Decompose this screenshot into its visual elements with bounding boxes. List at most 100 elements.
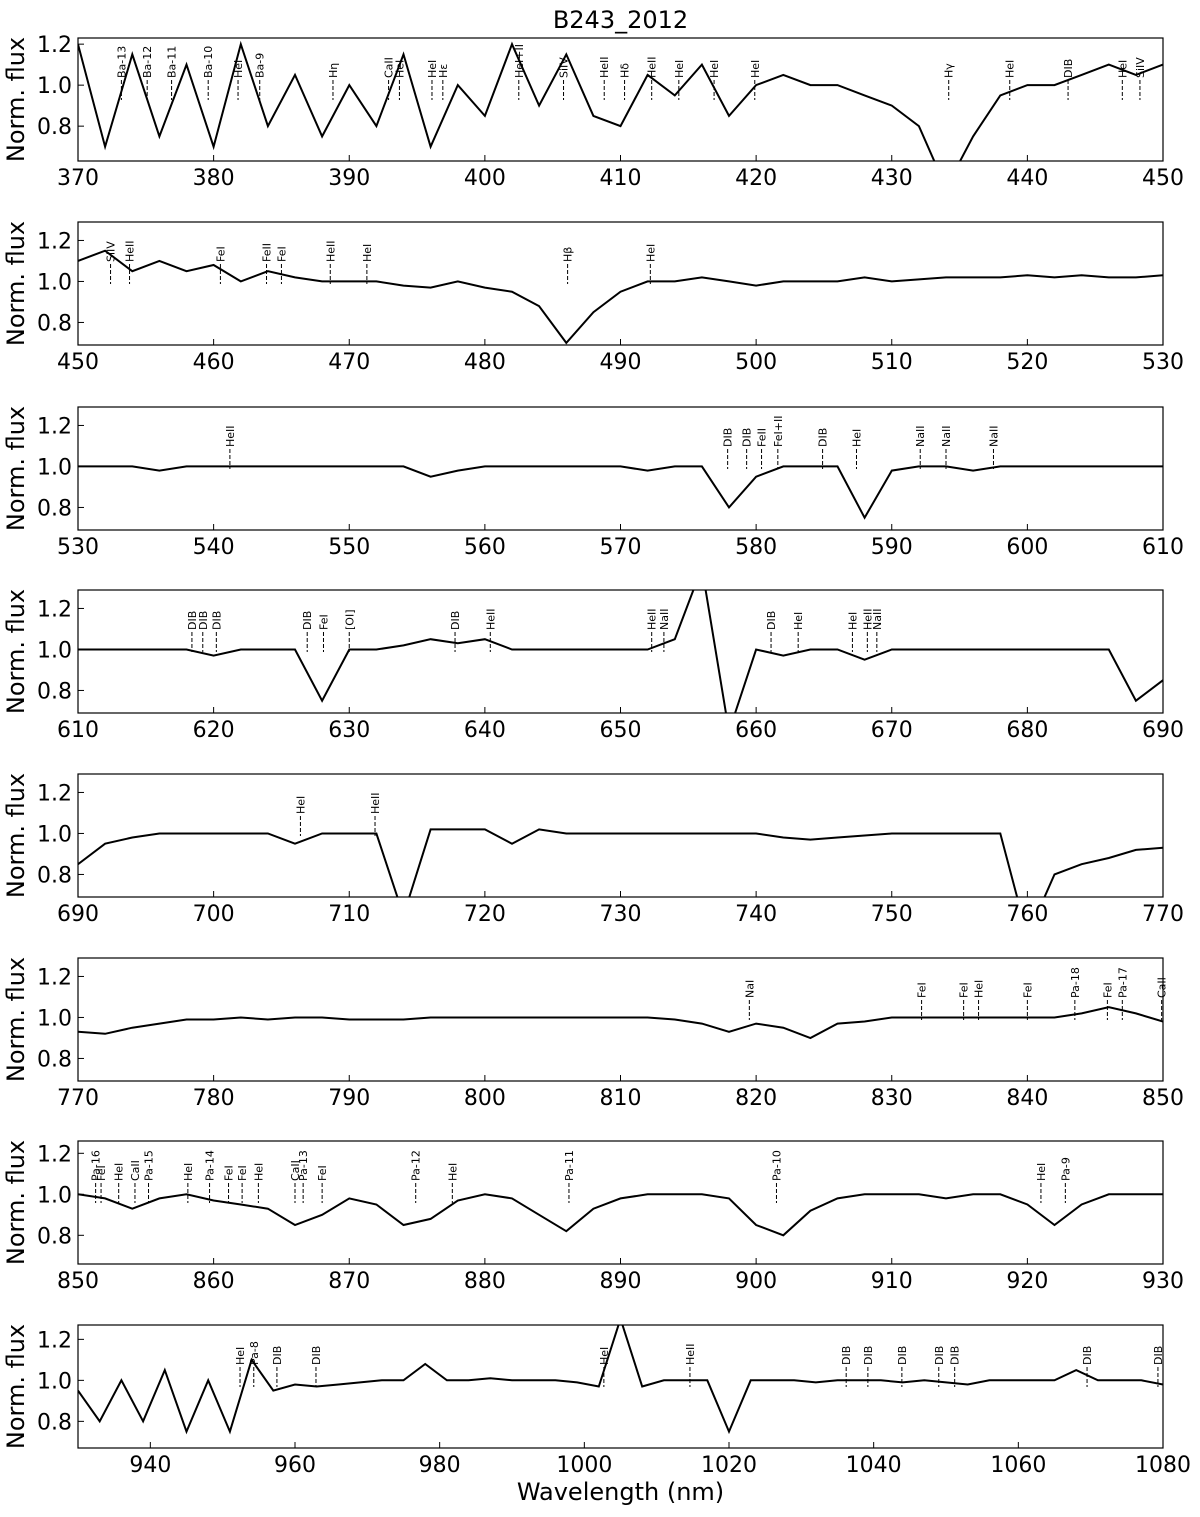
- line-label: HeII: [861, 608, 874, 630]
- line-label: HeI: [846, 612, 859, 630]
- x-tick-label: 810: [600, 1086, 642, 1111]
- line-label: FeI: [1101, 982, 1114, 998]
- line-label: HeI+II: [513, 44, 526, 78]
- line-label: FeI: [317, 614, 330, 630]
- x-tick-label: 490: [600, 350, 642, 375]
- x-tick-label: 840: [1006, 1086, 1048, 1111]
- x-tick-label: 900: [735, 1269, 777, 1294]
- x-tick-label: 420: [735, 166, 777, 191]
- x-tick-label: 500: [735, 350, 777, 375]
- x-tick-label: 1020: [701, 1453, 757, 1478]
- x-tick-label: 890: [600, 1269, 642, 1294]
- y-tick-label: 1.2: [37, 781, 72, 806]
- line-label: HeI: [792, 612, 805, 630]
- line-label: CaII: [129, 1160, 142, 1181]
- plot-frame: [77, 957, 1164, 1082]
- x-tick-label: 600: [1006, 535, 1048, 560]
- x-tick-label: 610: [57, 718, 99, 743]
- line-label: DIB: [933, 1346, 946, 1365]
- y-tick-label: 1.0: [37, 455, 72, 480]
- line-label: HeII: [324, 240, 337, 262]
- x-tick-label: 530: [57, 535, 99, 560]
- y-tick-label: 1.2: [37, 597, 72, 622]
- x-tick-label: 960: [274, 1453, 316, 1478]
- x-tick-label: 560: [464, 535, 506, 560]
- y-tick-label: 1.0: [37, 1369, 72, 1394]
- plot-frame: [77, 589, 1164, 714]
- line-label: HeII: [484, 608, 497, 630]
- line-label: DIB: [449, 611, 462, 630]
- spectrum-line: [78, 1325, 1163, 1435]
- x-tick-label: 800: [464, 1086, 506, 1111]
- line-label: DIB: [197, 611, 210, 630]
- panel: B243_2012 Norm. flux 370 380 390 400 410 420 430…: [2, 6, 1184, 191]
- line-label: FeI: [236, 1165, 249, 1181]
- line-label: Ba-11: [166, 46, 179, 78]
- plot-frame: [77, 1324, 1164, 1449]
- x-tick-label: 740: [735, 902, 777, 927]
- x-tick-label: 770: [1142, 902, 1184, 927]
- y-tick-label: 0.8: [37, 496, 72, 521]
- line-label: HeI: [673, 60, 686, 78]
- line-label: Pa-18: [1069, 967, 1082, 998]
- line-label: DIB: [722, 428, 735, 447]
- y-tick-label: 0.8: [37, 863, 72, 888]
- line-label: SiIV: [558, 57, 571, 78]
- line-label: DIB: [896, 1346, 909, 1365]
- line-label: SiIV: [105, 241, 118, 262]
- y-tick-label: 1.2: [37, 965, 72, 990]
- x-tick-label: 910: [871, 1269, 913, 1294]
- x-tick-label: 880: [464, 1269, 506, 1294]
- y-tick-label: 1.0: [37, 822, 72, 847]
- line-label: Ba-13: [115, 46, 128, 78]
- x-tick-label: 720: [464, 902, 506, 927]
- x-tick-label: 590: [871, 535, 913, 560]
- line-label: Pa-13: [297, 1150, 310, 1181]
- y-tick-label: 0.8: [37, 1047, 72, 1072]
- line-label: Pa-11: [563, 1150, 576, 1181]
- x-tick-label: 870: [328, 1269, 370, 1294]
- line-label: HeI: [1004, 60, 1017, 78]
- y-tick-label: 0.8: [37, 115, 72, 140]
- spectrum-line: [78, 1193, 1163, 1237]
- line-label: HeII: [598, 56, 611, 78]
- x-tick-label: 980: [419, 1453, 461, 1478]
- x-tick-label: 540: [193, 535, 235, 560]
- line-label: HeI: [446, 1163, 459, 1181]
- y-tick-label: 1.0: [37, 74, 72, 99]
- line-label: Pa-17: [1116, 967, 1129, 998]
- line-label: FeI: [316, 1165, 329, 1181]
- x-tick-label: 610: [1142, 535, 1184, 560]
- line-label: Hγ: [943, 63, 956, 78]
- x-tick-label: 410: [600, 166, 642, 191]
- line-label: CaII: [1156, 977, 1169, 998]
- spectrum-line: [78, 249, 1163, 345]
- line-label: DIB: [741, 428, 754, 447]
- line-label: NaII: [658, 609, 671, 630]
- line-label: HeI: [232, 60, 245, 78]
- y-tick-label: 1.2: [37, 1328, 72, 1353]
- line-label: NaII: [914, 426, 927, 447]
- line-label: Hβ: [562, 247, 575, 262]
- x-tick-label: 620: [193, 718, 235, 743]
- x-tick-label: 550: [328, 535, 370, 560]
- panel: Norm. flux 530 540 550 560 570 580 590 600 610 0.8…: [2, 406, 1184, 560]
- line-label: DIB: [301, 611, 314, 630]
- y-tick-label: 0.8: [37, 1410, 72, 1435]
- x-tick-label: 670: [871, 718, 913, 743]
- line-label: DIB: [949, 1346, 962, 1365]
- y-tick-label: 0.8: [37, 1224, 72, 1249]
- line-label: HeI: [598, 1347, 611, 1365]
- y-axis-label: Norm. flux: [2, 221, 30, 346]
- x-tick-label: 700: [193, 902, 235, 927]
- x-tick-label: 460: [193, 350, 235, 375]
- line-label: Ba-12: [141, 46, 154, 78]
- y-tick-label: 0.8: [37, 311, 72, 336]
- line-label: FeI: [95, 1165, 108, 1181]
- line-label: Ba-9: [254, 53, 267, 78]
- line-label: FeI+II: [772, 416, 785, 447]
- x-tick-label: 650: [600, 718, 642, 743]
- line-label: HeI: [234, 1347, 247, 1365]
- y-axis-label: Norm. flux: [2, 1140, 30, 1265]
- line-label: Pa-8: [248, 1341, 261, 1365]
